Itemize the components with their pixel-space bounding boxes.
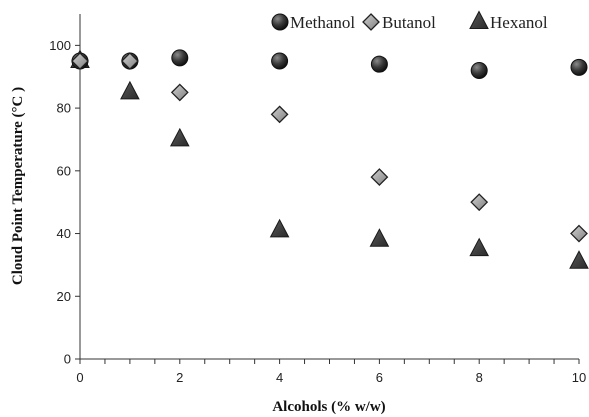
butanol-point [270,105,289,124]
butanol-point [470,193,489,212]
methanol-point [370,55,388,73]
y-tick-label: 60 [57,163,71,178]
legend-item-butanol: Butanol [362,13,436,32]
methanol-point [271,52,289,70]
ticks-layer: 0 20 40 60 80 100 0 2 4 6 8 10 [49,38,586,385]
x-tick-label: 0 [76,370,83,385]
legend: Methanol Butanol Hexanol [271,10,548,32]
methanol-point [570,58,588,76]
hexanol-point [569,250,589,269]
legend-marker-butanol [362,13,380,31]
legend-item-methanol: Methanol [271,13,355,32]
y-tick-label: 100 [49,38,71,53]
legend-label-butanol: Butanol [382,13,436,32]
hexanol-point [169,127,190,147]
x-tick-label: 10 [572,370,586,385]
legend-label-hexanol: Hexanol [490,13,548,32]
y-axis-title: Cloud Point Temperature (°C ) [10,87,26,285]
legend-marker-methanol [271,13,289,31]
x-tick-label: 6 [376,370,383,385]
hexanol-point [120,80,140,100]
x-tick-label: 2 [176,370,183,385]
methanol-point [171,49,189,67]
legend-label-methanol: Methanol [290,13,355,32]
hexanol-point [269,218,290,238]
hexanol-point [369,228,390,247]
butanol-point [370,168,389,187]
x-tick-label: 8 [476,370,483,385]
hexanol-point [469,237,490,257]
butanol-point [170,83,189,102]
butanol-point [570,224,588,243]
butanol-point [71,52,89,70]
y-tick-label: 0 [64,352,71,367]
series-methanol [71,49,588,79]
y-tick-label: 40 [57,226,71,241]
legend-item-hexanol: Hexanol [469,10,548,32]
y-tick-label: 80 [57,101,71,116]
series-butanol [71,52,588,243]
methanol-point [470,61,488,79]
legend-marker-hexanol [469,10,489,29]
series-hexanol [70,49,589,269]
series-layer [70,49,589,269]
x-tick-label: 4 [276,370,283,385]
x-axis-title: Alcohols (% w/w) [272,399,385,415]
y-tick-label: 20 [57,289,71,304]
butanol-point [120,52,139,70]
axes-layer [79,14,579,360]
